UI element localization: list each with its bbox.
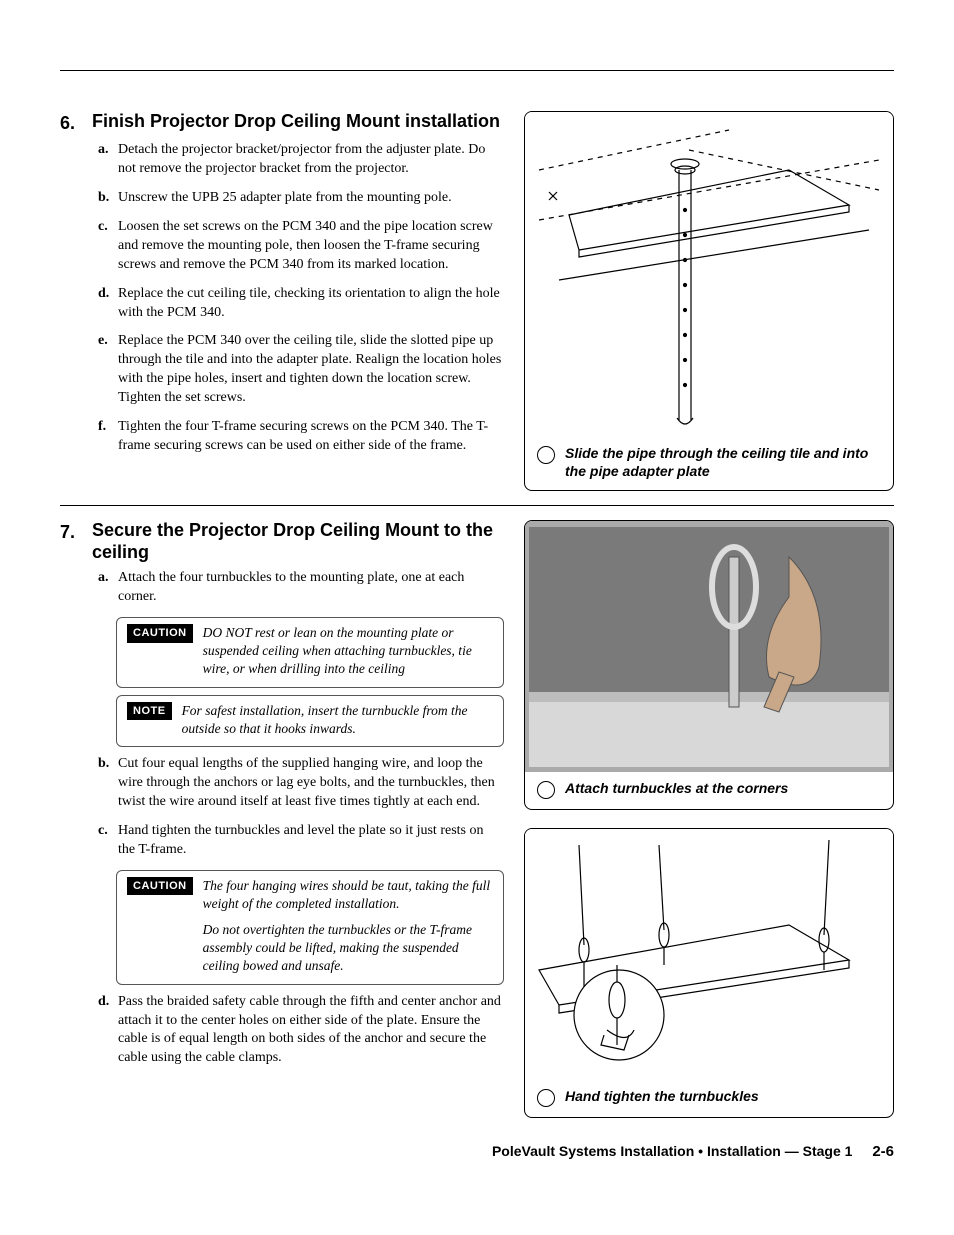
section-7-steps-a: a. Attach the four turnbuckles to the mou… [60, 569, 504, 607]
note-box-1: NOTE For safest installation, insert the… [116, 695, 504, 747]
figure-hand-tighten-image [525, 829, 893, 1080]
page-footer: PoleVault Systems Installation • Install… [60, 1142, 894, 1162]
figure-turnbuckles-photo: Attach turnbuckles at the corners [524, 520, 894, 810]
circle-marker-icon [537, 1089, 555, 1107]
caution-text: DO NOT rest or lean on the mounting plat… [203, 624, 493, 679]
step-letter: a. [98, 141, 109, 160]
step-text: Replace the cut ceiling tile, checking i… [118, 286, 500, 320]
list-item: c. Loosen the set screws on the PCM 340 a… [98, 218, 504, 275]
caution-box-1: CAUTION DO NOT rest or lean on the mount… [116, 617, 504, 688]
step-text: Pass the braided safety cable through th… [118, 994, 501, 1066]
step-letter: f. [98, 418, 106, 437]
section-6-text: 6. Finish Projector Drop Ceiling Mount i… [60, 111, 504, 491]
list-item: f. Tighten the four T-frame securing scre… [98, 418, 504, 456]
step-letter: c. [98, 822, 108, 841]
step-text: Loosen the set screws on the PCM 340 and… [118, 219, 493, 272]
section-7-figures: Attach turnbuckles at the corners [524, 520, 894, 1118]
caution-p1: The four hanging wires should be taut, t… [203, 877, 493, 913]
section-7-title: Secure the Projector Drop Ceiling Mount … [92, 520, 504, 563]
section-6-number: 6. [60, 111, 84, 135]
caution-badge: CAUTION [127, 877, 193, 896]
figure-turnbuckles-image [525, 521, 893, 772]
figure-pipe-ceiling: Slide the pipe through the ceiling tile … [524, 111, 894, 491]
figure-caption-text: Hand tighten the turnbuckles [565, 1088, 759, 1106]
section-6-steps: a. Detach the projector bracket/projector… [60, 141, 504, 455]
step-letter: b. [98, 189, 109, 208]
section-7: 7. Secure the Projector Drop Ceiling Mou… [60, 505, 894, 1118]
list-item: a. Attach the four turnbuckles to the mou… [98, 569, 504, 607]
figure-caption-text: Attach turnbuckles at the corners [565, 780, 788, 798]
caution-text: The four hanging wires should be taut, t… [203, 877, 493, 976]
caution-p2: Do not overtighten the turnbuckles or th… [203, 921, 493, 976]
step-letter: e. [98, 332, 108, 351]
step-text: Replace the PCM 340 over the ceiling til… [118, 333, 501, 405]
list-item: b. Unscrew the UPB 25 adapter plate from … [98, 189, 504, 208]
caution-badge: CAUTION [127, 624, 193, 643]
section-7-steps-d: d. Pass the braided safety cable through … [60, 993, 504, 1069]
section-6-figures: Slide the pipe through the ceiling tile … [524, 111, 894, 491]
caution-box-2: CAUTION The four hanging wires should be… [116, 870, 504, 985]
footer-text: PoleVault Systems Installation • Install… [492, 1143, 852, 1159]
section-7-text: 7. Secure the Projector Drop Ceiling Mou… [60, 520, 504, 1118]
list-item: c. Hand tighten the turnbuckles and level… [98, 822, 504, 860]
list-item: d. Replace the cut ceiling tile, checking… [98, 285, 504, 323]
figure-pipe-ceiling-image [525, 112, 893, 437]
list-item: a. Detach the projector bracket/projector… [98, 141, 504, 179]
step-text: Tighten the four T-frame securing screws… [118, 419, 488, 453]
step-text: Cut four equal lengths of the supplied h… [118, 756, 495, 809]
top-rule [60, 70, 894, 71]
section-6-heading: 6. Finish Projector Drop Ceiling Mount i… [60, 111, 504, 135]
step-text: Hand tighten the turnbuckles and level t… [118, 823, 483, 857]
step-text: Attach the four turnbuckles to the mount… [118, 570, 464, 604]
circle-marker-icon [537, 446, 555, 464]
step-text: Unscrew the UPB 25 adapter plate from th… [118, 190, 452, 205]
step-letter: c. [98, 218, 108, 237]
section-7-heading: 7. Secure the Projector Drop Ceiling Mou… [60, 520, 504, 563]
list-item: b. Cut four equal lengths of the supplied… [98, 755, 504, 812]
step-letter: a. [98, 569, 109, 588]
list-item: e. Replace the PCM 340 over the ceiling t… [98, 332, 504, 408]
step-letter: b. [98, 755, 109, 774]
list-item: d. Pass the braided safety cable through … [98, 993, 504, 1069]
step-text: Detach the projector bracket/projector f… [118, 142, 485, 176]
note-text: For safest installation, insert the turn… [182, 702, 493, 738]
figure-caption: Slide the pipe through the ceiling tile … [525, 437, 893, 490]
figure-caption: Attach turnbuckles at the corners [525, 772, 893, 809]
note-badge: NOTE [127, 702, 172, 721]
step-letter: d. [98, 285, 109, 304]
section-7-number: 7. [60, 520, 84, 544]
circle-marker-icon [537, 781, 555, 799]
step-letter: d. [98, 993, 109, 1012]
figure-hand-tighten: Hand tighten the turnbuckles [524, 828, 894, 1118]
figure-caption: Hand tighten the turnbuckles [525, 1080, 893, 1117]
section-6: 6. Finish Projector Drop Ceiling Mount i… [60, 111, 894, 491]
section-7-steps-bc: b. Cut four equal lengths of the supplied… [60, 755, 504, 859]
figure-caption-text: Slide the pipe through the ceiling tile … [565, 445, 881, 480]
section-6-title: Finish Projector Drop Ceiling Mount inst… [92, 111, 500, 133]
page-number: 2-6 [872, 1143, 894, 1160]
